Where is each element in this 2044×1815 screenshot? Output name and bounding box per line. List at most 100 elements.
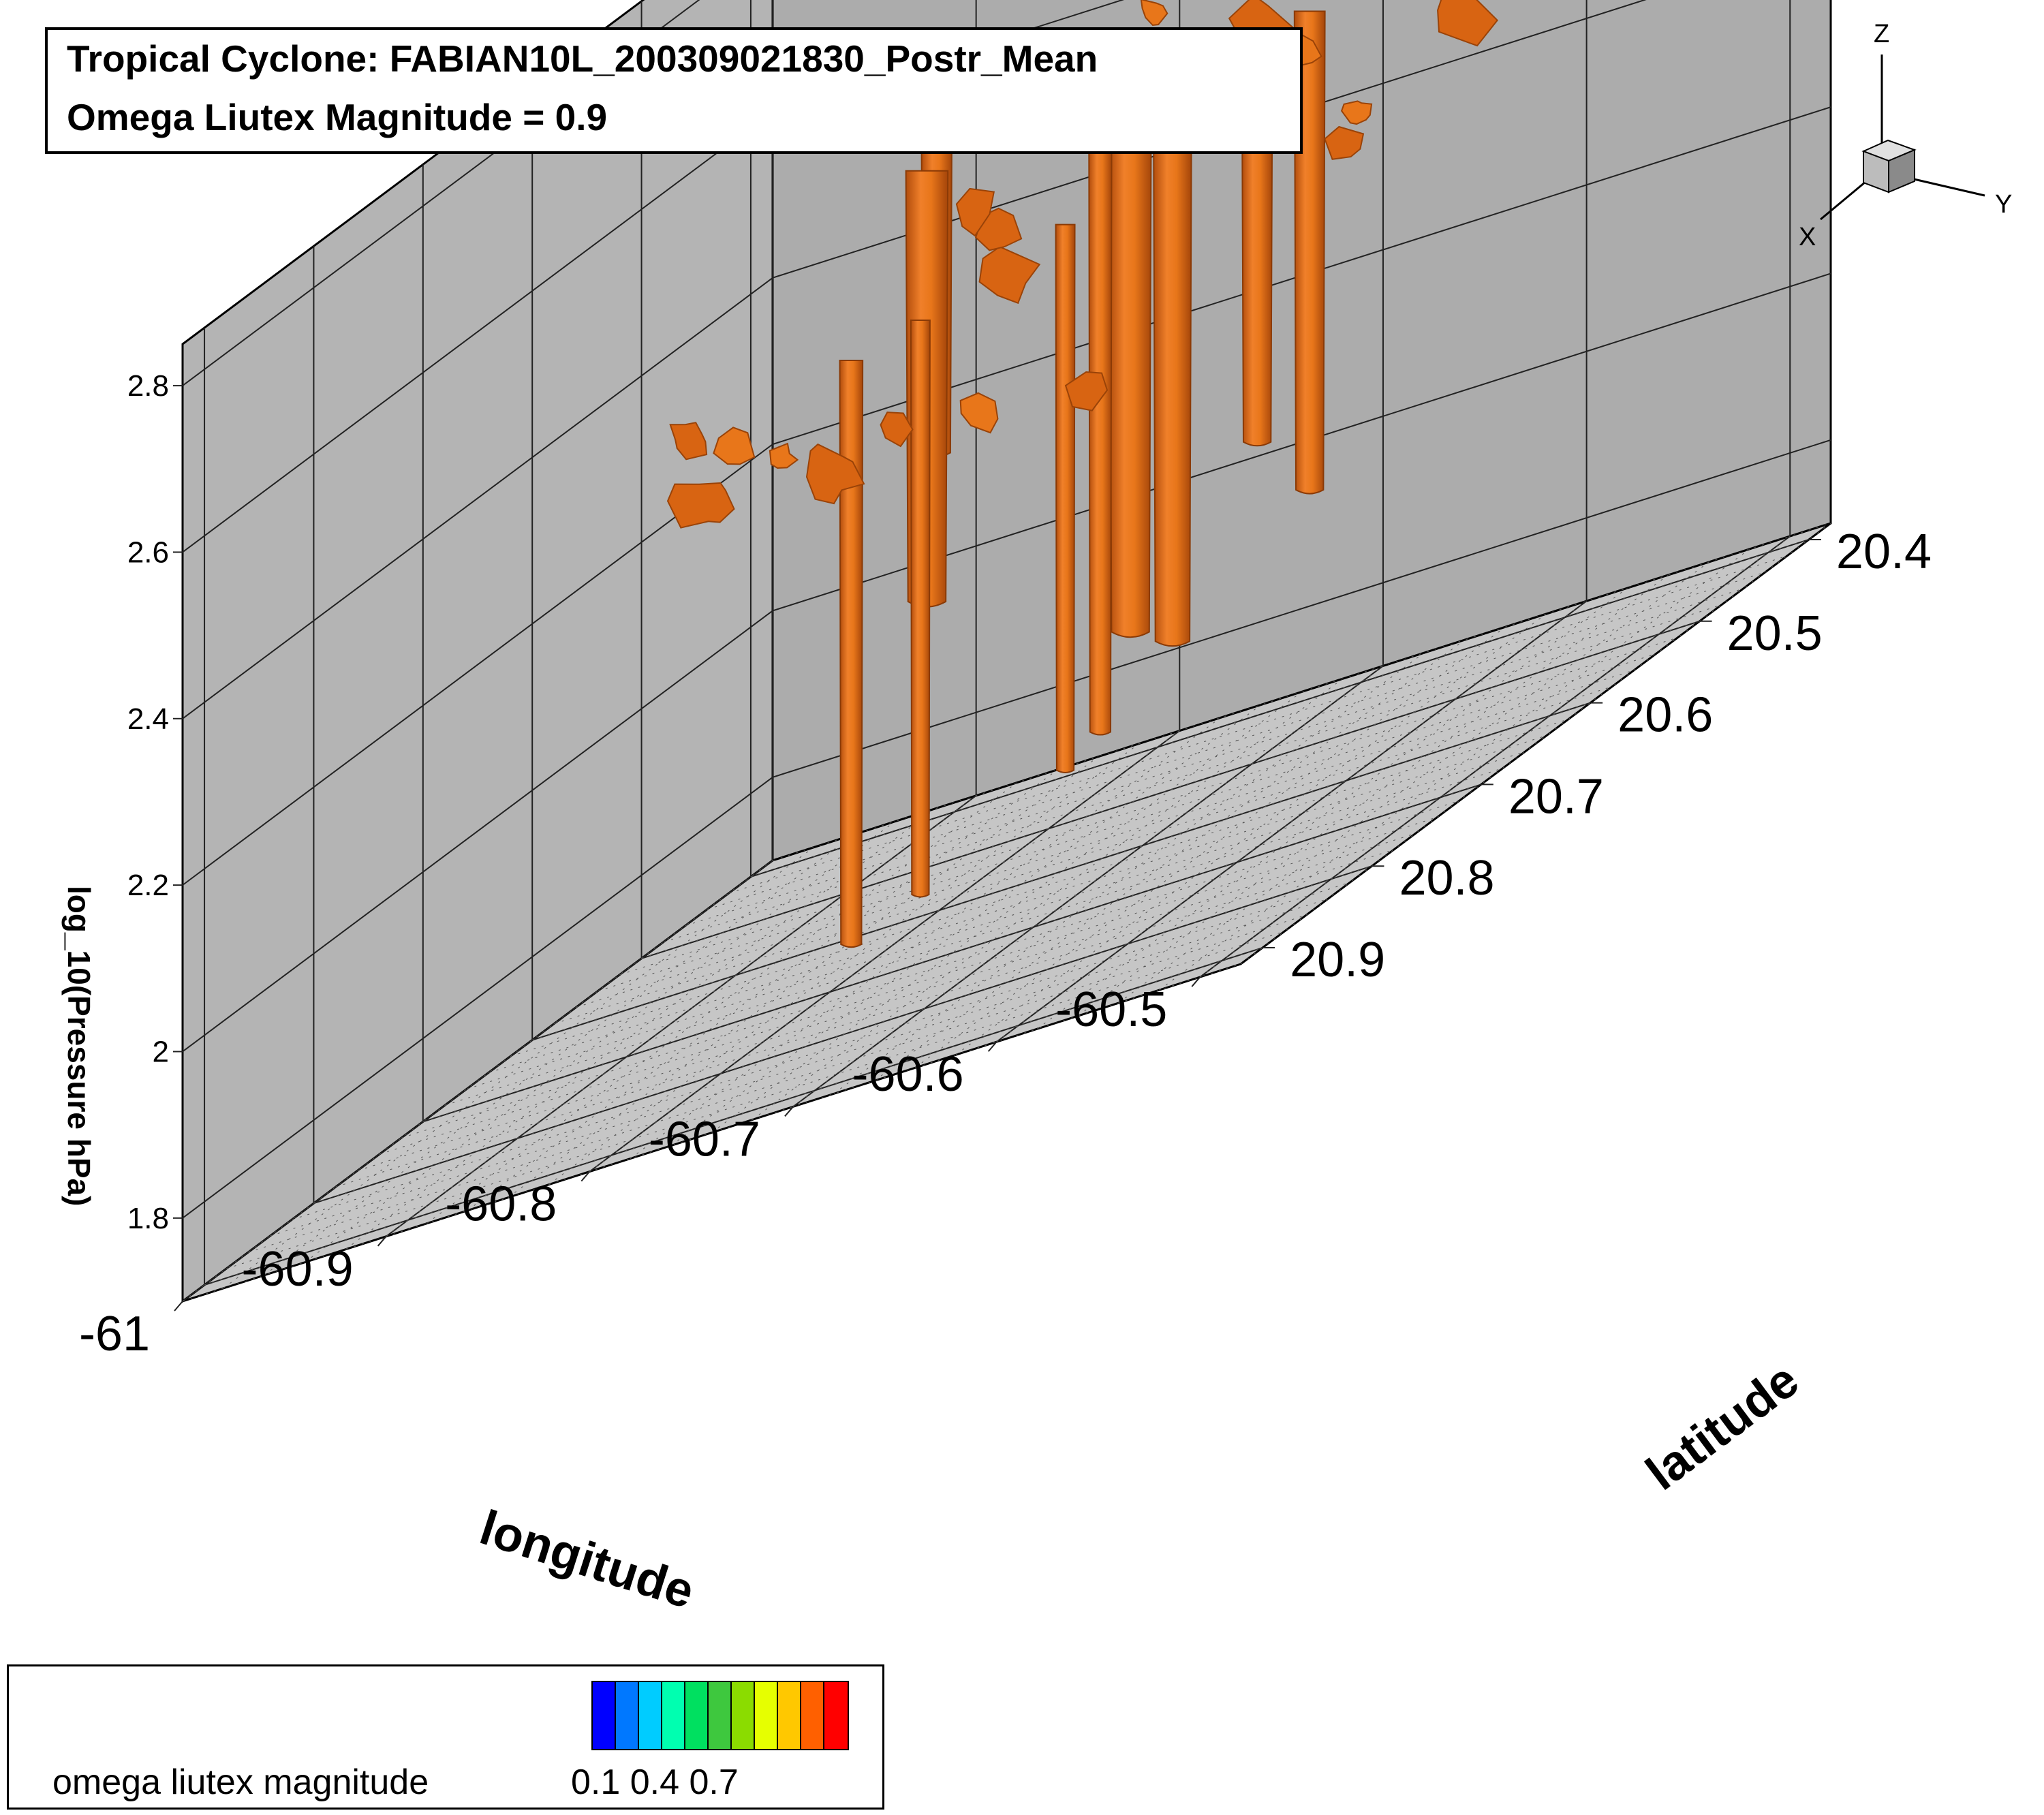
floor-minor-gridline-x: [264, 834, 854, 1276]
floor-minor-gridline-x: [1077, 574, 1669, 1017]
vortex-fragment: [1437, 0, 1499, 47]
floor-minor-gridline-x: [1240, 523, 1831, 965]
floor-minor-gridline-x: [223, 847, 814, 1289]
legend-color-swatch: [755, 1682, 778, 1749]
legend-color-swatch: [616, 1682, 639, 1749]
floor-minor-gridline-x: [508, 756, 1099, 1198]
floor-minor-gridline-y: [510, 719, 1569, 1057]
floor-minor-gridline-y: [598, 653, 1656, 992]
floor-minor-gridline-y: [619, 637, 1678, 976]
floor-minor-gridline-x: [955, 613, 1547, 1055]
legend-tick-labels: 0.1 0.4 0.7: [571, 1763, 739, 1802]
triad-label-y: Y: [1995, 190, 2012, 219]
floor-minor-gridline-y: [226, 931, 1285, 1269]
floor-minor-gridline-y: [292, 882, 1350, 1220]
triad-label-x: X: [1799, 223, 1816, 251]
floor-minor-gridline-y: [401, 800, 1459, 1138]
floor-minor-gridline-x: [548, 743, 1139, 1185]
y-tick-label: 20.9: [1290, 933, 1385, 987]
floor-minor-gridline-x: [386, 795, 976, 1237]
floor-minor-gridline-x: [711, 692, 1302, 1133]
floor-minor-gridline-y: [554, 686, 1613, 1025]
y-tick-label: 20.7: [1508, 769, 1604, 824]
z-axis-title: log_10(Pressure hPa): [61, 886, 97, 1206]
vortex-tube: [839, 359, 864, 948]
floor-minor-gridline-y: [576, 670, 1635, 1008]
legend-color-swatch: [824, 1682, 848, 1749]
floor-minor-gridline-y: [532, 702, 1591, 1041]
legend-color-swatch: [778, 1682, 801, 1749]
floor-minor-gridline-y: [335, 849, 1394, 1188]
x-tick-label: -60.9: [242, 1242, 354, 1297]
floor-minor-gridline-y: [728, 555, 1788, 894]
floor-minor-gridline-y: [641, 621, 1700, 959]
z-tick-label: 1.8: [127, 1202, 169, 1235]
vortex-fragment: [959, 392, 999, 434]
floor-minor-gridline-y: [685, 588, 1744, 927]
floor-minor-gridline-y: [444, 767, 1504, 1106]
floor-minor-gridline-x: [345, 808, 936, 1250]
legend-color-swatch: [801, 1682, 824, 1749]
title-box: Tropical Cyclone: FABIAN10L_200309021830…: [45, 27, 1303, 154]
vortex-fragment: [669, 422, 708, 461]
floor-minor-gridline-x: [914, 626, 1506, 1068]
color-legend: omega liutex magnitude 0.1 0.4 0.7: [7, 1664, 884, 1810]
left-gridline-z: [182, 277, 773, 719]
z-tick-label: 2.6: [127, 536, 169, 569]
y-tick-label: 20.4: [1836, 525, 1932, 579]
floor-minor-gridline-x: [752, 679, 1343, 1120]
floor-minor-gridline-y: [379, 816, 1438, 1155]
triad-cube-right: [1888, 149, 1915, 193]
floor-minor-gridline-x: [833, 652, 1424, 1094]
floor-minor-gridline-y: [357, 833, 1416, 1171]
vortex-fragment: [978, 246, 1041, 305]
y-axis-title: latitude: [1637, 1352, 1809, 1500]
floor-minor-gridline-y: [270, 898, 1329, 1237]
vortex-fragment: [666, 482, 735, 529]
left-gridline-z: [182, 777, 773, 1219]
x-tick-label: -60.6: [852, 1047, 964, 1102]
floor-minor-gridline-x: [1159, 548, 1750, 991]
x-tick-label: -61: [79, 1307, 150, 1361]
floor-minor-gridline-x: [182, 860, 773, 1302]
x-tick-mark: [784, 1106, 794, 1117]
floor-minor-gridline-x: [630, 717, 1221, 1159]
x-tick-label: -60.5: [1055, 982, 1167, 1037]
x-tick-mark: [1191, 976, 1201, 987]
y-tick-label: 20.5: [1727, 606, 1823, 661]
floor-minor-gridline-y: [182, 963, 1241, 1302]
orientation-triad: X Y Z: [1799, 20, 2012, 251]
legend-label: omega liutex magnitude: [52, 1763, 429, 1802]
left-gridline-z: [182, 110, 773, 553]
floor-minor-gridline-y: [248, 914, 1307, 1253]
floor-minor-gridline-y: [750, 539, 1810, 878]
vortex-tube: [1152, 85, 1192, 647]
floor-minor-gridline-y: [663, 604, 1722, 943]
plot-subtitle: Omega Liutex Magnitude = 0.9: [67, 96, 608, 138]
floor-minor-gridline-x: [996, 600, 1587, 1042]
vortex-fragment: [1064, 371, 1109, 412]
x-tick-mark: [174, 1301, 183, 1312]
z-tick-label: 2.4: [127, 702, 169, 736]
floor-minor-gridline-y: [204, 947, 1263, 1286]
floor-minor-gridline-x: [304, 821, 895, 1263]
floor-minor-gridline-x: [792, 666, 1384, 1107]
x-tick-label: -60.7: [649, 1112, 760, 1166]
floor-minor-gridline-y: [772, 523, 1831, 861]
axis-walls: [181, 0, 1832, 1303]
vortex-tube: [910, 320, 931, 898]
vortex-tube: [1088, 70, 1113, 736]
vortex-fragment: [1140, 0, 1168, 27]
vortex-fragment: [769, 442, 799, 469]
floor-minor-gridline-x: [1199, 536, 1791, 978]
y-tick-label: 20.8: [1399, 851, 1494, 905]
floor-minor-gridline-y: [313, 865, 1372, 1204]
vortex-fragment: [880, 412, 914, 448]
floor-minor-gridline-x: [874, 639, 1465, 1081]
y-tick-label: 20.6: [1617, 688, 1713, 743]
legend-color-swatch: [593, 1682, 616, 1749]
plot-title: Tropical Cyclone: FABIAN10L_200309021830…: [67, 37, 1098, 80]
vortex-tube: [1109, 57, 1152, 638]
vortex-fragment: [805, 443, 865, 505]
